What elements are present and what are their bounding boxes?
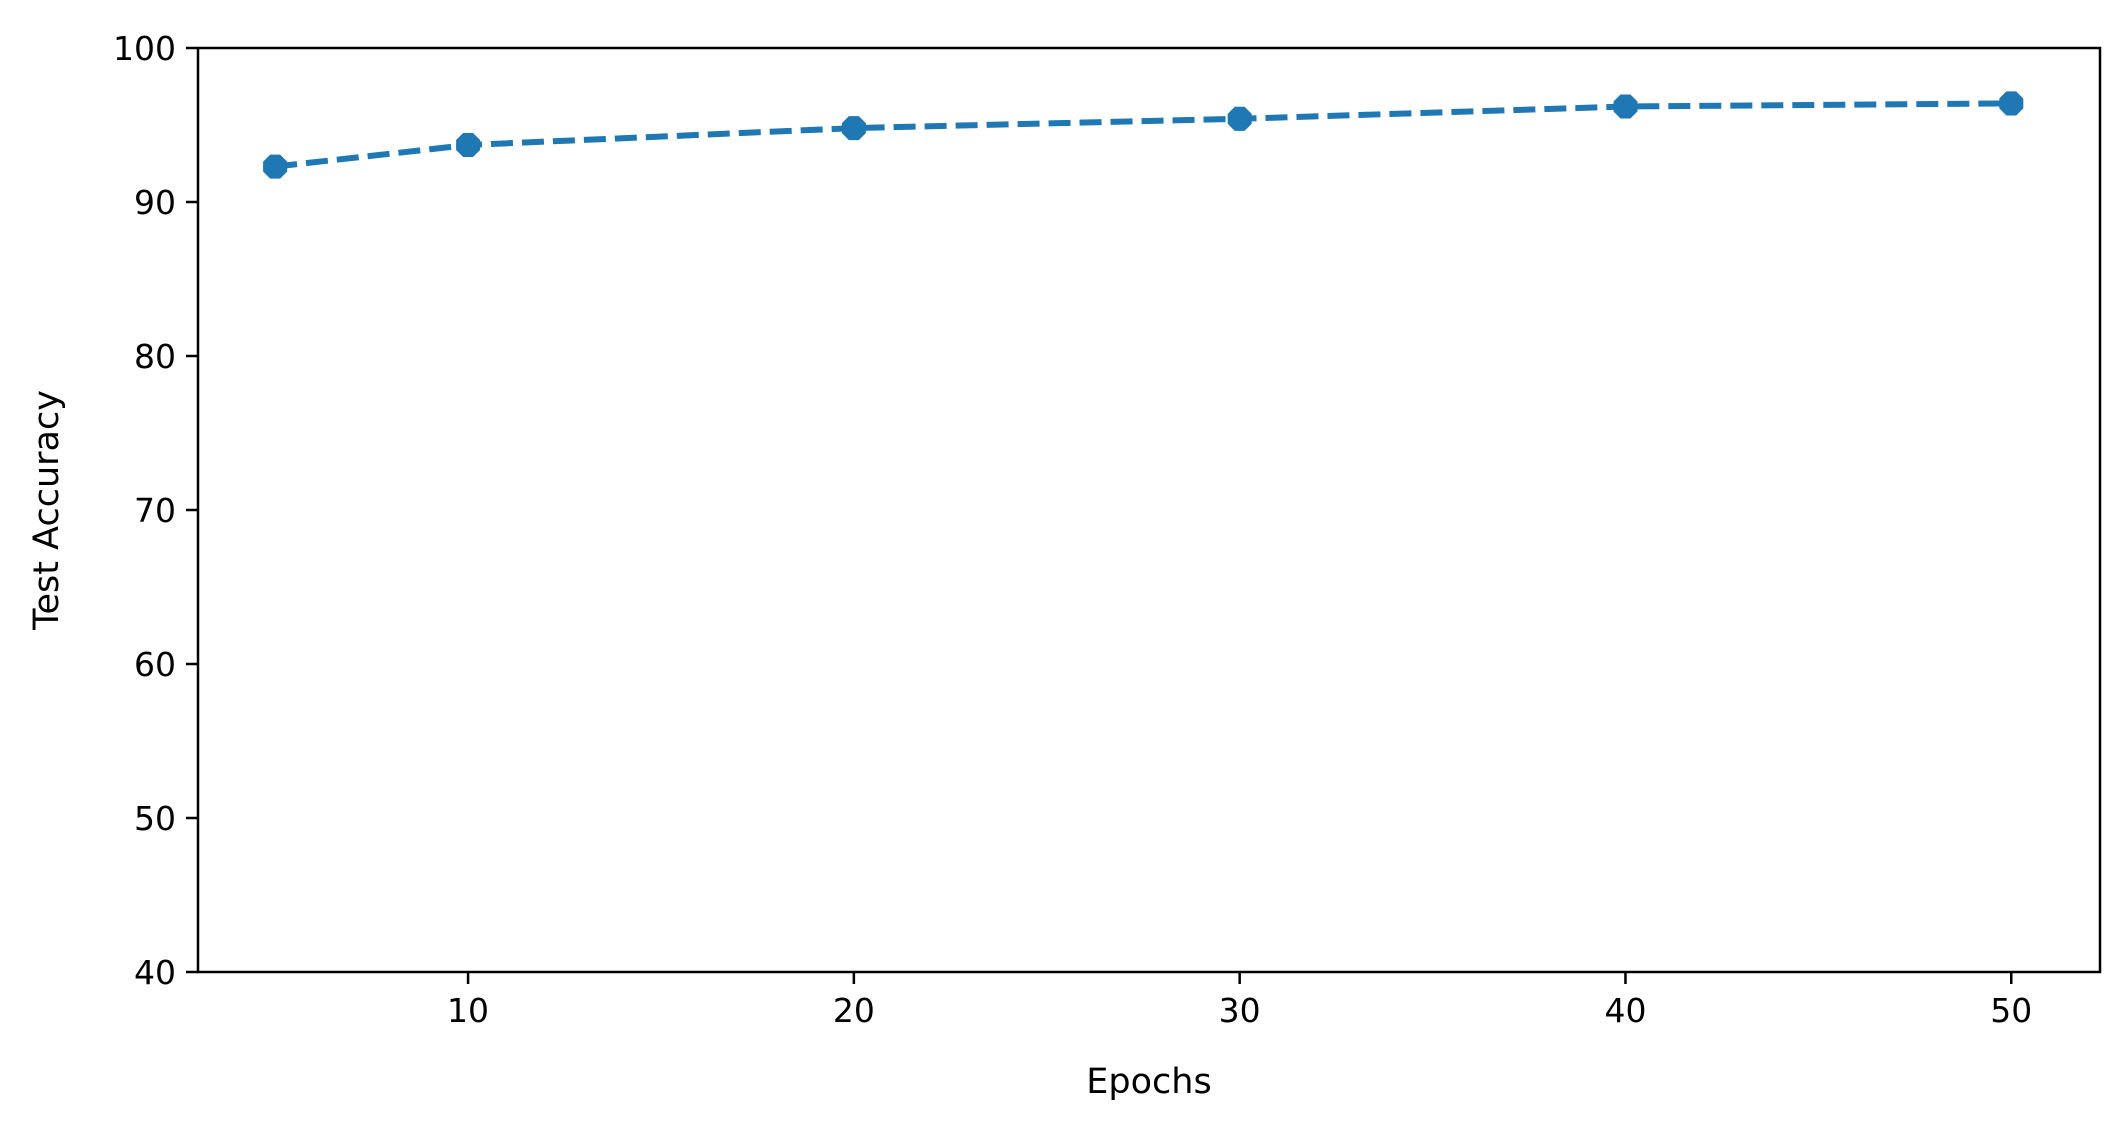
data-point [1613,94,1638,119]
x-tick-label: 20 [833,991,875,1030]
y-axis-label: Test Accuracy [27,390,67,631]
y-tick-label: 70 [134,491,176,530]
y-tick-label: 80 [134,337,176,376]
series-line [274,100,2012,170]
y-tick-label: 50 [134,799,176,838]
y-tick-label: 40 [134,953,176,992]
data-point [1999,91,2024,116]
plot-area [263,91,2024,179]
plot-frame [196,46,2102,974]
data-point [1227,106,1252,131]
x-tick-label: 10 [447,991,489,1030]
x-tick-label: 30 [1219,991,1261,1030]
y-tick-label: 90 [134,183,176,222]
x-axis-label: Epochs [1086,1062,1211,1102]
y-axis: 40 50 60 70 80 90 100 [113,29,198,992]
data-point [263,154,288,179]
y-tick-label: 60 [134,645,176,684]
y-tick-label: 100 [113,29,176,68]
x-axis: 10 20 30 40 50 [447,972,2032,1030]
data-point [456,133,481,157]
data-point [841,116,866,141]
x-tick-label: 50 [1990,991,2032,1030]
x-tick-label: 40 [1604,991,1646,1030]
